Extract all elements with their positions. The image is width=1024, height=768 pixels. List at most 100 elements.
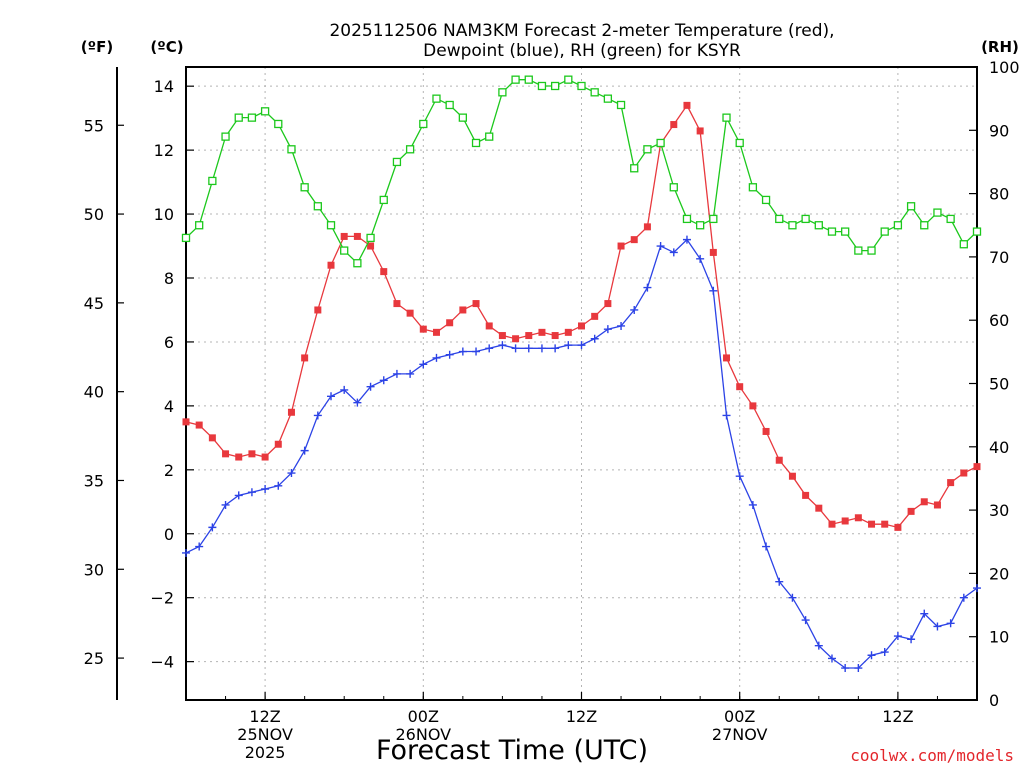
- rh-point: [814, 221, 823, 230]
- rh-point: [616, 100, 626, 110]
- dewpoint-point: [722, 411, 731, 420]
- dewpoint-point: [537, 344, 546, 353]
- dewpoint-point: [709, 286, 718, 295]
- dewpoint-point: [959, 593, 968, 602]
- temperature-point: [182, 418, 190, 426]
- temperature-point: [630, 236, 638, 244]
- dewpoint-point: [788, 593, 797, 602]
- dewpoint-point: [590, 334, 599, 343]
- fahrenheit-tick-label: 45: [84, 294, 104, 313]
- rh-point: [867, 246, 876, 255]
- dewpoint-point: [353, 398, 362, 407]
- dewpoint-point: [498, 341, 507, 350]
- celsius-tick-label: −2: [150, 589, 174, 608]
- temperature-point: [604, 300, 612, 308]
- rh-tick-label: 0: [989, 691, 999, 710]
- rh-point: [696, 221, 705, 230]
- dewpoint-point: [261, 485, 270, 493]
- rh-tick-label: 40: [989, 438, 1009, 457]
- rh-point: [564, 75, 573, 84]
- rh-unit-label: (RH): [981, 38, 1019, 56]
- celsius-tick-label: 14: [154, 77, 174, 96]
- temperature-point: [881, 520, 889, 528]
- temperature-point: [459, 306, 467, 314]
- rh-tick-label: 10: [989, 628, 1009, 647]
- rh-point: [709, 214, 718, 224]
- rh-point: [735, 138, 744, 148]
- temperature-point: [472, 300, 480, 308]
- fahrenheit-tick-label: 25: [84, 649, 104, 668]
- dewpoint-point: [182, 548, 190, 557]
- temperature-point: [432, 328, 440, 336]
- temperature-point: [947, 479, 955, 487]
- temperature-point: [696, 127, 704, 135]
- temperature-point: [723, 354, 731, 362]
- rh-point: [920, 221, 929, 230]
- celsius-tick-label: 4: [164, 397, 174, 416]
- temperature-point: [261, 453, 269, 461]
- rh-point: [511, 75, 520, 84]
- celsius-tick-label: 6: [164, 333, 174, 352]
- dewpoint-point: [551, 344, 560, 353]
- temperature-point: [195, 421, 203, 429]
- temperature-point: [393, 300, 401, 308]
- temperature-point: [314, 306, 322, 314]
- fahrenheit-tick-label: 35: [84, 471, 104, 490]
- rh-point: [972, 227, 982, 236]
- temperature-point: [512, 335, 520, 343]
- rh-tick-label: 100: [989, 58, 1020, 77]
- dewpoint-point: [274, 481, 283, 490]
- rh-point: [603, 94, 613, 103]
- rh-tick-label: 60: [989, 311, 1009, 330]
- time-tick-label: 00Z: [724, 707, 755, 726]
- time-tick-label: 12Z: [566, 707, 597, 726]
- temperature-point: [841, 517, 849, 525]
- temperature-point: [868, 520, 876, 528]
- rh-point: [880, 227, 889, 236]
- series-dewpoint: [182, 235, 981, 673]
- dewpoint-point: [827, 654, 836, 663]
- dewpoint-point: [366, 382, 375, 391]
- dewpoint-point: [472, 347, 481, 356]
- temperature-point: [538, 328, 546, 336]
- rh-point: [537, 81, 547, 91]
- rh-point: [959, 240, 968, 249]
- dewpoint-point: [221, 500, 230, 509]
- gridlines: [186, 67, 977, 700]
- celsius-tick-label: 12: [154, 141, 174, 160]
- time-tick-label: 12Z: [249, 707, 280, 726]
- dewpoint-point: [867, 651, 876, 660]
- temperature-point: [709, 248, 717, 256]
- time-tick-label: 2025: [245, 743, 286, 762]
- rh-point: [287, 145, 296, 154]
- series-temperature: [182, 101, 981, 531]
- temperature-point: [419, 325, 427, 333]
- rh-point: [485, 132, 494, 141]
- rh-point: [234, 113, 243, 122]
- rh-point: [643, 145, 652, 154]
- dewpoint-point: [696, 254, 705, 263]
- rh-point: [761, 195, 771, 205]
- dewpoint-point: [564, 341, 573, 350]
- temperature-point: [327, 261, 335, 269]
- rh-point: [722, 113, 731, 122]
- dewpoint-point: [511, 344, 520, 353]
- rh-point: [471, 138, 481, 148]
- time-tick-label: 25NOV: [237, 725, 293, 744]
- temperature-point: [208, 434, 216, 442]
- fahrenheit-tick-label: 50: [84, 205, 104, 224]
- rh-tick-label: 80: [989, 185, 1009, 204]
- dewpoint-point: [247, 488, 256, 497]
- dewpoint-point: [854, 664, 863, 673]
- dewpoint-point: [524, 344, 533, 353]
- temperature-point: [222, 450, 230, 458]
- dewpoint-point: [340, 385, 349, 394]
- temperature-point: [775, 456, 783, 464]
- dewpoint-point: [234, 491, 243, 500]
- celsius-unit-label: (ºC): [150, 38, 183, 56]
- temperature-point: [591, 312, 599, 320]
- celsius-tick-label: 0: [164, 525, 174, 544]
- dewpoint-point: [841, 664, 850, 673]
